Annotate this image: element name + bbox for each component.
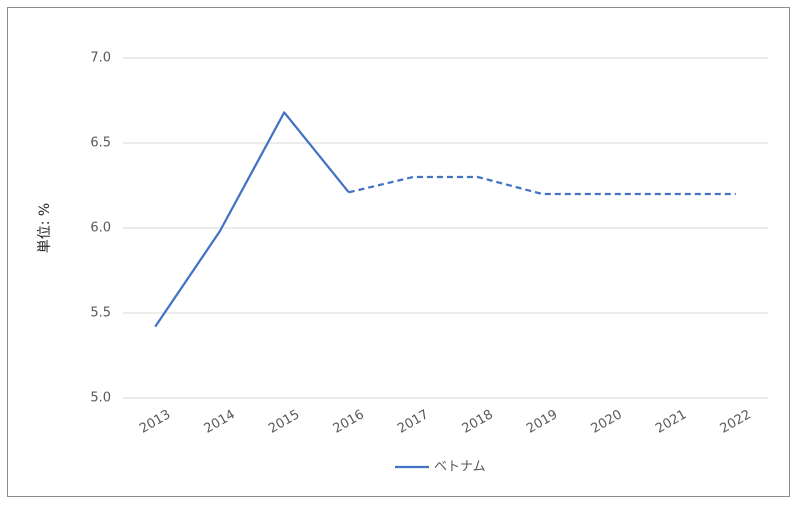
- chart-frame: [7, 7, 790, 497]
- line-series: [154, 111, 350, 328]
- legend-label: ベトナム: [434, 460, 486, 475]
- y-tick-label: 7.0: [90, 51, 111, 66]
- y-tick-label: 6.5: [90, 136, 111, 151]
- y-axis-label: 単位: %: [37, 203, 53, 253]
- y-tick-label: 6.0: [90, 221, 111, 236]
- y-tick-label: 5.5: [90, 306, 111, 321]
- y-tick-label: 5.0: [90, 391, 111, 406]
